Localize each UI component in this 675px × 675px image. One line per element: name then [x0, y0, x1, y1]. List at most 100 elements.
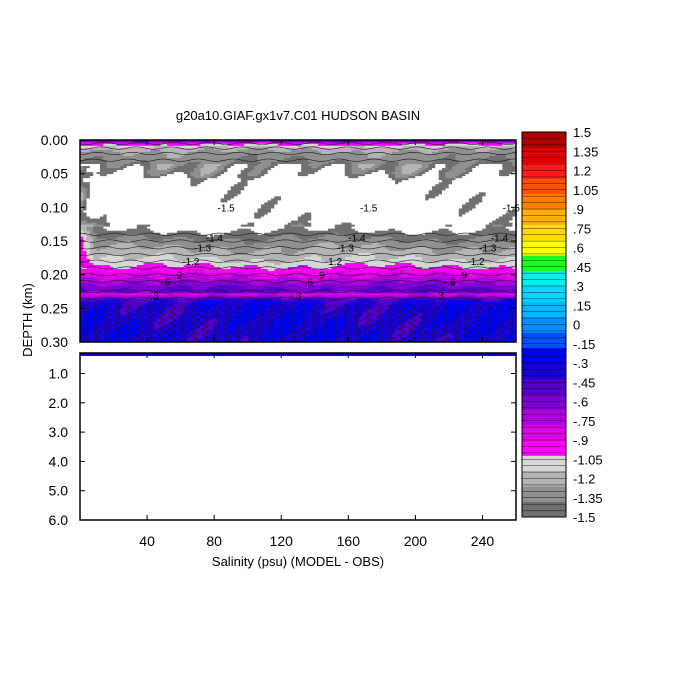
heatmap-cell — [361, 141, 366, 145]
heatmap-cell — [307, 155, 312, 159]
heatmap-cell — [240, 147, 245, 151]
heatmap-cell — [89, 196, 94, 199]
heatmap-cell — [505, 151, 510, 155]
heatmap-cell — [398, 140, 403, 143]
heatmap-cell — [495, 184, 500, 187]
heatmap-cell — [311, 149, 316, 153]
heatmap-cell — [83, 151, 88, 155]
heatmap-cell — [381, 153, 386, 157]
heatmap-cell — [240, 188, 245, 191]
heatmap-cell — [428, 149, 433, 153]
heatmap-cell — [485, 178, 490, 181]
heatmap-cell — [244, 153, 249, 157]
heatmap-cell — [109, 162, 114, 165]
heatmap-cell — [485, 153, 490, 157]
heatmap-cell — [220, 198, 225, 201]
heatmap-cell — [217, 149, 222, 153]
heatmap-cell — [374, 180, 379, 183]
heatmap-cell — [401, 176, 406, 179]
heatmap-cell — [99, 164, 104, 167]
heatmap-cell — [421, 188, 426, 191]
heatmap-cell — [173, 166, 178, 169]
heatmap-cell — [348, 192, 353, 195]
heatmap-cell — [274, 143, 279, 147]
heatmap-cell — [351, 192, 356, 195]
heatmap-cell — [478, 141, 483, 145]
heatmap-cell — [348, 140, 353, 143]
heatmap-cell — [287, 153, 292, 157]
heatmap-cell — [109, 192, 114, 195]
heatmap-cell — [327, 162, 332, 165]
heatmap-cell — [324, 141, 329, 145]
heatmap-cell — [442, 176, 446, 179]
heatmap-cell — [83, 184, 88, 187]
heatmap-cell — [294, 164, 299, 167]
heatmap-cell — [361, 140, 366, 143]
heatmap-cell — [408, 160, 413, 163]
heatmap-cell — [237, 157, 242, 161]
heatmap-cell — [468, 186, 473, 189]
heatmap-cell — [217, 141, 222, 145]
heatmap-cell — [348, 180, 353, 183]
heatmap-cell — [170, 176, 175, 179]
heatmap-cell — [270, 188, 275, 191]
heatmap-cell — [301, 155, 306, 159]
heatmap-cell — [83, 157, 88, 161]
heatmap-cell — [458, 155, 463, 159]
heatmap-cell — [301, 182, 306, 185]
heatmap-cell — [187, 143, 192, 147]
heatmap-cell — [314, 140, 319, 143]
heatmap-cell — [482, 147, 487, 151]
heatmap-cell — [99, 168, 104, 171]
heatmap-cell — [331, 140, 336, 143]
heatmap-cell — [237, 186, 242, 189]
heatmap-cell — [317, 196, 322, 199]
heatmap-cell — [86, 190, 91, 193]
heatmap-cell — [140, 145, 145, 149]
heatmap-cell — [203, 176, 208, 179]
heatmap-cell — [224, 160, 228, 163]
heatmap-cell — [448, 168, 453, 171]
heatmap-cell — [334, 188, 339, 191]
heatmap-cell — [492, 143, 497, 147]
heatmap-cell — [415, 184, 420, 187]
heatmap-cell — [317, 178, 322, 181]
heatmap-cell — [512, 149, 516, 153]
heatmap-cell — [260, 196, 265, 199]
heatmap-cell — [311, 174, 316, 177]
heatmap-cell — [438, 166, 443, 169]
heatmap-cell — [512, 140, 516, 143]
heatmap-cell — [187, 155, 192, 159]
heatmap-cell — [133, 168, 138, 171]
heatmap-cell — [395, 162, 400, 165]
heatmap-cell — [187, 196, 192, 199]
heatmap-cell — [177, 140, 182, 143]
heatmap-cell — [472, 170, 477, 173]
heatmap-cell — [150, 182, 155, 185]
heatmap-cell — [150, 151, 155, 155]
heatmap-cell — [475, 155, 480, 159]
heatmap-cell — [80, 184, 84, 187]
heatmap-cell — [146, 157, 151, 161]
heatmap-cell — [297, 149, 302, 153]
heatmap-cell — [153, 145, 158, 149]
heatmap-cell — [277, 147, 282, 151]
heatmap-cell — [431, 190, 436, 193]
heatmap-cell — [190, 176, 195, 179]
heatmap-cell — [270, 186, 275, 189]
heatmap-cell — [83, 176, 88, 179]
heatmap-cell — [492, 184, 497, 187]
heatmap-cell — [237, 190, 242, 193]
heatmap-cell — [287, 194, 292, 197]
heatmap-cell — [421, 168, 426, 171]
heatmap-cell — [455, 141, 460, 145]
heatmap-cell — [462, 190, 467, 193]
heatmap-cell — [488, 149, 493, 153]
heatmap-cell — [109, 149, 114, 153]
heatmap-cell — [371, 180, 376, 183]
heatmap-cell — [509, 162, 514, 165]
heatmap-cell — [297, 164, 302, 167]
heatmap-cell — [96, 153, 101, 157]
heatmap-cell — [485, 143, 490, 147]
heatmap-cell — [89, 186, 94, 189]
